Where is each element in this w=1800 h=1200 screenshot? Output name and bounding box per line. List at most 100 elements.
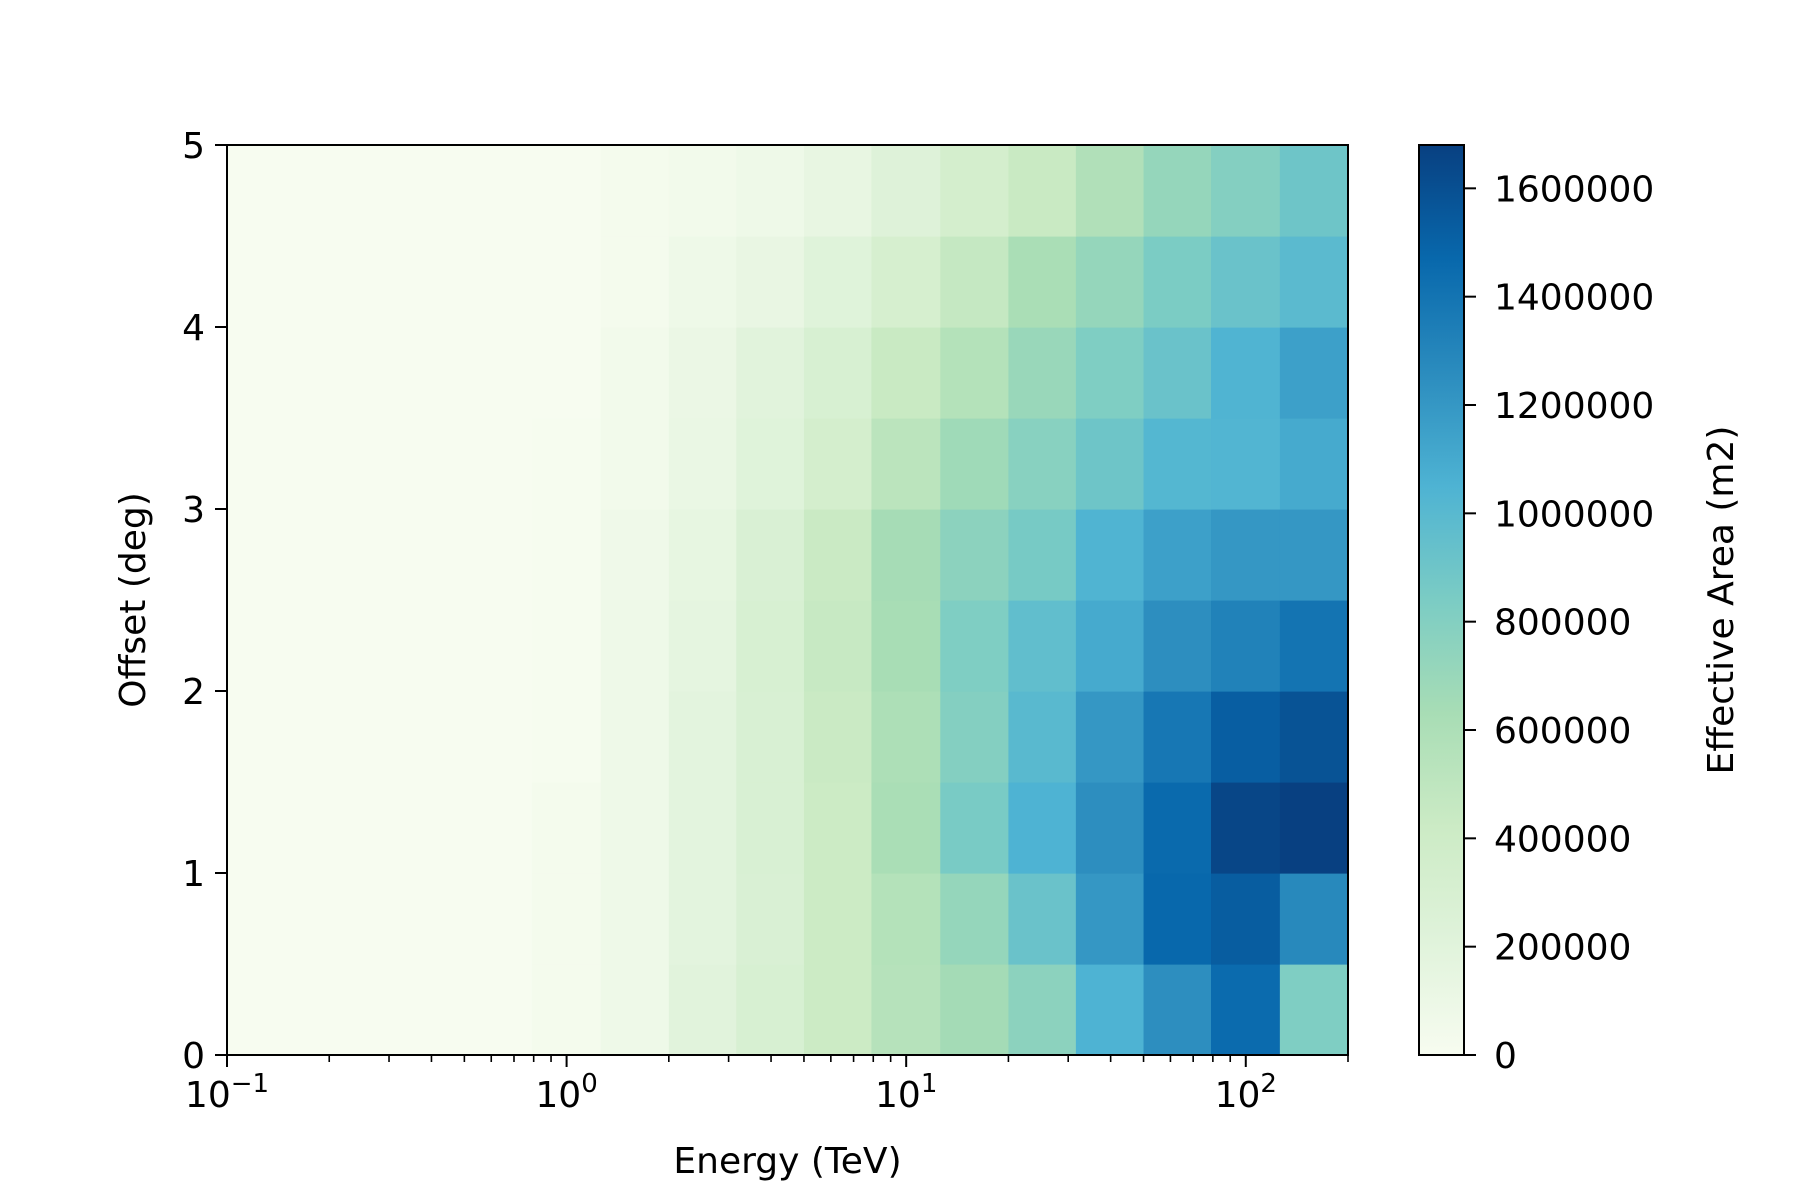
heatmap-cell	[261, 327, 330, 419]
heatmap-cell	[600, 145, 670, 237]
colorbar-ticks: 0 200000 400000 600000 800000 1000000 1200000 1…	[1464, 169, 1654, 1077]
heatmap-cell	[1279, 691, 1349, 783]
heatmap-cell	[600, 964, 670, 1056]
y-tick-label: 2	[182, 672, 205, 713]
heatmap-cell	[1075, 600, 1145, 692]
heatmap-cell	[1211, 418, 1281, 510]
heatmap-cell	[1211, 691, 1281, 783]
heatmap-cell	[803, 145, 873, 237]
heatmap-cell	[329, 509, 398, 601]
heatmap-cell	[261, 236, 330, 328]
heatmap-cell	[871, 418, 941, 510]
heatmap-cell	[1075, 964, 1145, 1056]
heatmap-cell	[1279, 236, 1349, 328]
heatmap-cell	[668, 145, 737, 237]
heatmap-cell	[1075, 509, 1145, 601]
heatmap-cell	[1211, 509, 1281, 601]
heatmap-cell	[940, 873, 1010, 965]
heatmap-cell	[1143, 691, 1212, 783]
heatmap-cell	[940, 236, 1010, 328]
heatmap-cell	[668, 509, 737, 601]
heatmap-cell	[531, 782, 602, 874]
heatmap-cell	[1143, 782, 1212, 874]
heatmap-cell	[1279, 964, 1349, 1056]
heatmap-cell	[1279, 509, 1349, 601]
heatmap-cell	[668, 964, 737, 1056]
heatmap-cell	[871, 145, 941, 237]
y-tick-label: 3	[182, 490, 205, 531]
heatmap-cell	[1143, 873, 1212, 965]
heatmap-cell	[1075, 145, 1145, 237]
heatmap-cell	[531, 691, 602, 783]
heatmap-cell	[261, 782, 330, 874]
x-axis-label: Energy (TeV)	[673, 1141, 901, 1182]
heatmap-cell	[600, 236, 670, 328]
heatmap-cell	[396, 691, 465, 783]
heatmap-cell	[329, 964, 398, 1056]
heatmap-cell	[1008, 964, 1077, 1056]
heatmap-cell	[736, 145, 805, 237]
x-tick-label: 102	[1215, 1069, 1277, 1116]
heatmap-cell	[1279, 418, 1349, 510]
heatmap-cell	[803, 873, 873, 965]
heatmap-cell	[1008, 691, 1077, 783]
heatmap-cell	[1279, 782, 1349, 874]
heatmap-cell	[1008, 782, 1077, 874]
x-tick-label: 10−1	[185, 1069, 269, 1116]
heatmap-cell	[1008, 418, 1077, 510]
heatmap-cell	[396, 327, 465, 419]
heatmap-cell	[329, 691, 398, 783]
heatmap-cell	[668, 600, 737, 692]
heatmap-cell	[464, 691, 533, 783]
heatmap-cell	[940, 964, 1010, 1056]
heatmap-cell	[261, 418, 330, 510]
y-tick-label: 0	[182, 1036, 205, 1077]
heatmap-cell	[871, 236, 941, 328]
heatmap-cell	[940, 327, 1010, 419]
colorbar	[1419, 145, 1464, 1055]
colorbar-label: Effective Area (m2)	[1701, 426, 1742, 775]
x-tick-label: 101	[875, 1069, 937, 1116]
heatmap-cell	[329, 145, 398, 237]
heatmap-cell	[803, 600, 873, 692]
heatmap-cell	[940, 782, 1010, 874]
y-axis: 0 1 2 3 4 5	[182, 126, 227, 1077]
y-tick-label: 4	[182, 308, 205, 349]
heatmap-cell	[940, 145, 1010, 237]
heatmap-cell	[1008, 327, 1077, 419]
colorbar-tick-label: 0	[1494, 1036, 1517, 1077]
heatmap-cell	[736, 600, 805, 692]
heatmap-cell	[736, 782, 805, 874]
heatmap-cell	[1211, 327, 1281, 419]
heatmap-cell	[464, 782, 533, 874]
heatmap-cell	[1211, 145, 1281, 237]
heatmap-cell	[1008, 509, 1077, 601]
colorbar-tick-label: 400000	[1494, 819, 1631, 860]
heatmap-cell	[464, 509, 533, 601]
heatmap-cell	[1211, 964, 1281, 1056]
colorbar-tick-label: 1000000	[1494, 494, 1654, 535]
heatmap-cell	[803, 964, 873, 1056]
heatmap-cell	[871, 782, 941, 874]
heatmap-cell	[329, 236, 398, 328]
heatmap-cell	[1008, 236, 1077, 328]
heatmap-cell	[940, 691, 1010, 783]
y-tick-label: 5	[182, 126, 205, 167]
heatmap-cell	[668, 236, 737, 328]
heatmap-cell	[668, 782, 737, 874]
heatmap-cell	[1008, 873, 1077, 965]
heatmap-cell	[329, 600, 398, 692]
heatmap-cell	[464, 873, 533, 965]
heatmap-cell	[227, 236, 262, 328]
colorbar-tick-label: 800000	[1494, 603, 1631, 644]
heatmap-cell	[1211, 600, 1281, 692]
heatmap-cell	[1143, 418, 1212, 510]
heatmap-cell	[396, 873, 465, 965]
colorbar-tick-label: 1200000	[1494, 386, 1654, 427]
heatmap-cell	[396, 600, 465, 692]
heatmap-cell	[803, 418, 873, 510]
heatmap-cell	[1008, 145, 1077, 237]
heatmap-cell	[261, 145, 330, 237]
heatmap-cell	[1143, 600, 1212, 692]
heatmap-cell	[1075, 873, 1145, 965]
